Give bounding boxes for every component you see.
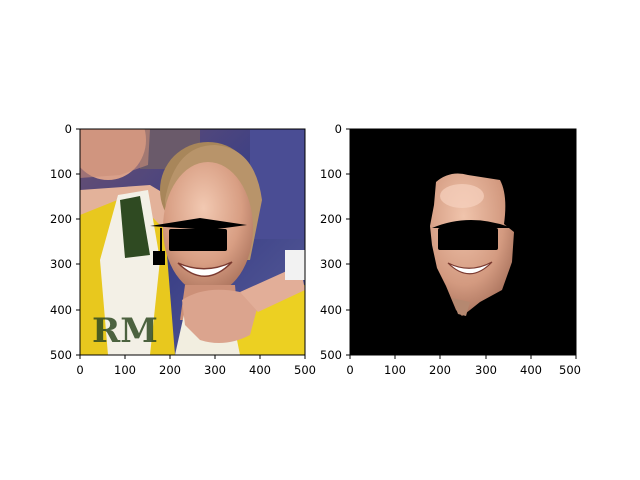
svg-text:RM: RM bbox=[92, 311, 158, 351]
y-tick-label: 0 bbox=[335, 122, 342, 136]
x-tick-label: 300 bbox=[204, 363, 226, 377]
y-tick-label: 500 bbox=[50, 348, 72, 362]
panel-original-photo: RM bbox=[50, 122, 316, 377]
x-ticks-right: 0 100 200 300 400 500 bbox=[346, 355, 581, 377]
x-tick-label: 100 bbox=[384, 363, 406, 377]
y-tick-label: 200 bbox=[320, 212, 342, 226]
x-tick-label: 100 bbox=[114, 363, 136, 377]
y-tick-label: 100 bbox=[320, 167, 342, 181]
x-tick-label: 200 bbox=[159, 363, 181, 377]
y-tick-label: 100 bbox=[50, 167, 72, 181]
y-tick-label: 200 bbox=[50, 212, 72, 226]
x-tick-label: 500 bbox=[294, 363, 316, 377]
mask-image bbox=[350, 129, 576, 355]
y-tick-label: 400 bbox=[50, 303, 72, 317]
panel-face-mask: 0 100 200 300 400 500 0 100 200 300 400 … bbox=[320, 122, 581, 377]
x-tick-label: 300 bbox=[475, 363, 497, 377]
y-tick-label: 300 bbox=[320, 257, 342, 271]
x-tick-label: 200 bbox=[429, 363, 451, 377]
x-tick-label: 0 bbox=[346, 363, 353, 377]
x-tick-label: 400 bbox=[520, 363, 542, 377]
x-tick-label: 0 bbox=[76, 363, 83, 377]
photo: RM bbox=[80, 129, 305, 355]
y-tick-label: 400 bbox=[320, 303, 342, 317]
axes-frame-left bbox=[79, 128, 306, 356]
y-tick-label: 500 bbox=[320, 348, 342, 362]
y-tick-label: 300 bbox=[50, 257, 72, 271]
x-ticks-left: 0 100 200 300 400 500 bbox=[76, 355, 316, 377]
x-tick-label: 500 bbox=[559, 363, 581, 377]
y-tick-label: 0 bbox=[65, 122, 72, 136]
y-ticks-left: 0 100 200 300 400 500 bbox=[50, 122, 80, 362]
axes-frame-right bbox=[349, 128, 577, 356]
x-tick-label: 400 bbox=[249, 363, 271, 377]
y-ticks-right: 0 100 200 300 400 500 bbox=[320, 122, 350, 362]
